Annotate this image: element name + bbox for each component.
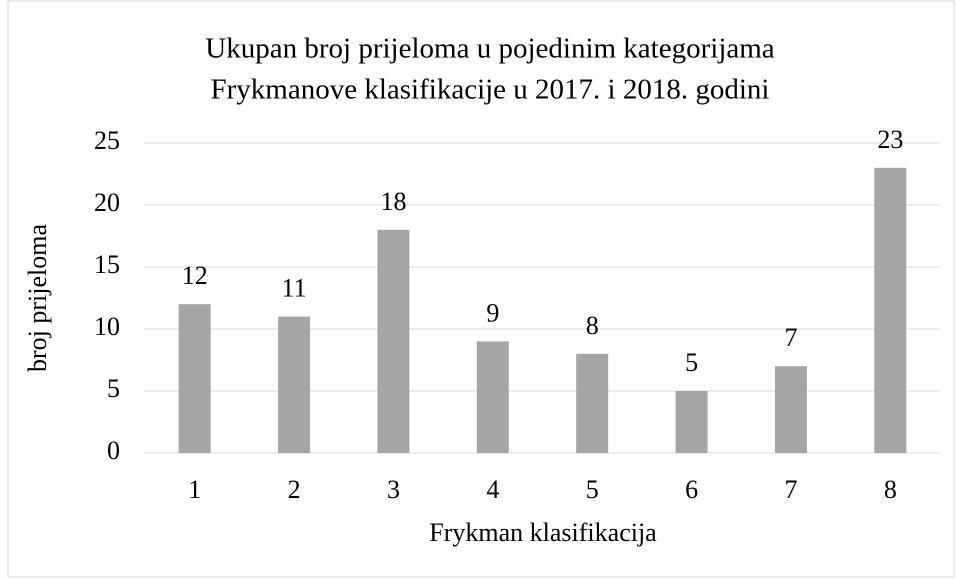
- chart-title: Frykmanove klasifikacije u 2017. i 2018.…: [211, 74, 770, 106]
- bar: [476, 341, 509, 453]
- bar: [178, 304, 211, 453]
- y-axis-label: broj prijeloma: [23, 224, 52, 372]
- x-tick-label: 1: [188, 475, 201, 504]
- data-label: 18: [380, 187, 406, 216]
- x-tick-label: 5: [586, 475, 599, 504]
- x-tick-label: 8: [884, 475, 897, 504]
- data-label: 23: [877, 125, 903, 154]
- data-label: 9: [486, 298, 499, 327]
- y-tick-label: 15: [94, 250, 120, 279]
- y-tick-label: 5: [107, 374, 120, 403]
- data-label: 7: [784, 323, 797, 352]
- y-tick-label: 25: [94, 126, 120, 155]
- data-label: 8: [586, 311, 599, 340]
- y-tick-label: 10: [94, 312, 120, 341]
- data-label: 12: [182, 261, 208, 290]
- bar: [278, 316, 311, 453]
- y-tick-label: 0: [107, 436, 120, 465]
- x-tick-label: 2: [288, 475, 301, 504]
- bar: [377, 229, 410, 453]
- bar: [675, 391, 708, 453]
- x-axis-label: Frykman klasifikacija: [429, 518, 657, 547]
- x-tick-label: 7: [784, 475, 797, 504]
- x-tick-label: 3: [387, 475, 400, 504]
- chart-border: [7, 0, 955, 578]
- data-label: 5: [685, 348, 698, 377]
- chart-title: Ukupan broj prijeloma u pojedinim katego…: [205, 33, 775, 65]
- x-tick-label: 6: [685, 475, 698, 504]
- data-label: 11: [282, 274, 307, 303]
- x-tick-label: 4: [486, 475, 499, 504]
- bar: [576, 353, 609, 453]
- bar: [874, 167, 907, 454]
- bar: [774, 366, 807, 453]
- y-tick-label: 20: [94, 188, 120, 217]
